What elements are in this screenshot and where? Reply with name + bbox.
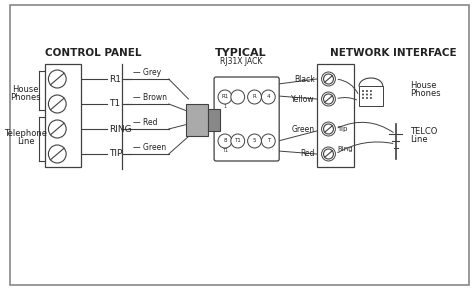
Circle shape [370, 97, 372, 99]
Text: Green: Green [292, 125, 315, 134]
Text: Ring: Ring [337, 146, 353, 152]
Circle shape [370, 94, 372, 95]
Text: — Brown: — Brown [133, 93, 167, 102]
Circle shape [48, 95, 66, 113]
Text: Phones: Phones [410, 90, 441, 99]
Circle shape [321, 72, 336, 86]
Circle shape [262, 134, 275, 148]
Text: TYPICAL: TYPICAL [215, 48, 266, 58]
Text: T1: T1 [222, 149, 228, 153]
Text: TELCO: TELCO [410, 127, 438, 136]
Text: House: House [12, 84, 39, 94]
Text: — Red: — Red [133, 118, 158, 127]
Bar [359, 86, 383, 106]
Text: Black: Black [294, 75, 315, 84]
Circle shape [231, 134, 245, 148]
Text: R1: R1 [109, 75, 121, 84]
Text: — Grey: — Grey [133, 68, 161, 77]
Text: NETWORK INTERFACE: NETWORK INTERFACE [330, 48, 457, 58]
Text: Phones: Phones [10, 92, 41, 101]
Text: T: T [267, 138, 270, 144]
Text: 5: 5 [253, 138, 256, 144]
Text: — Green: — Green [133, 143, 166, 152]
Circle shape [366, 94, 368, 95]
Text: TIP: TIP [109, 149, 123, 158]
Text: Yellow: Yellow [291, 95, 315, 103]
Circle shape [321, 122, 336, 136]
Bar [186, 104, 208, 136]
Text: 8: 8 [223, 138, 227, 144]
FancyBboxPatch shape [214, 77, 279, 161]
Bar [46, 64, 81, 167]
Text: RJ31X JACK: RJ31X JACK [219, 58, 262, 66]
Circle shape [218, 134, 232, 148]
Text: R1: R1 [221, 95, 228, 99]
Circle shape [321, 92, 336, 106]
Circle shape [366, 90, 368, 92]
Circle shape [362, 97, 364, 99]
Circle shape [48, 120, 66, 138]
Text: 1: 1 [223, 103, 227, 108]
Text: RING: RING [109, 125, 132, 134]
Circle shape [362, 90, 364, 92]
Circle shape [324, 149, 333, 159]
Text: CONTROL PANEL: CONTROL PANEL [45, 48, 141, 58]
Text: Line: Line [17, 138, 35, 147]
Circle shape [247, 90, 262, 104]
Text: T1: T1 [109, 99, 121, 108]
Circle shape [324, 124, 333, 134]
Text: Line: Line [410, 134, 428, 144]
Text: House: House [410, 81, 437, 90]
Text: Red: Red [300, 149, 315, 158]
Circle shape [321, 147, 336, 161]
Circle shape [247, 134, 262, 148]
Text: T1: T1 [234, 138, 241, 144]
Bar [317, 64, 354, 167]
Circle shape [324, 94, 333, 104]
Text: Telephone: Telephone [4, 129, 47, 138]
Circle shape [370, 90, 372, 92]
Circle shape [262, 90, 275, 104]
Circle shape [362, 94, 364, 95]
Text: R: R [253, 95, 256, 99]
Circle shape [48, 145, 66, 163]
Circle shape [366, 97, 368, 99]
Text: 4: 4 [266, 95, 270, 99]
Circle shape [231, 90, 245, 104]
Circle shape [324, 74, 333, 84]
Text: Tip: Tip [337, 126, 348, 132]
Bar [208, 109, 220, 131]
Circle shape [48, 70, 66, 88]
Circle shape [218, 90, 232, 104]
